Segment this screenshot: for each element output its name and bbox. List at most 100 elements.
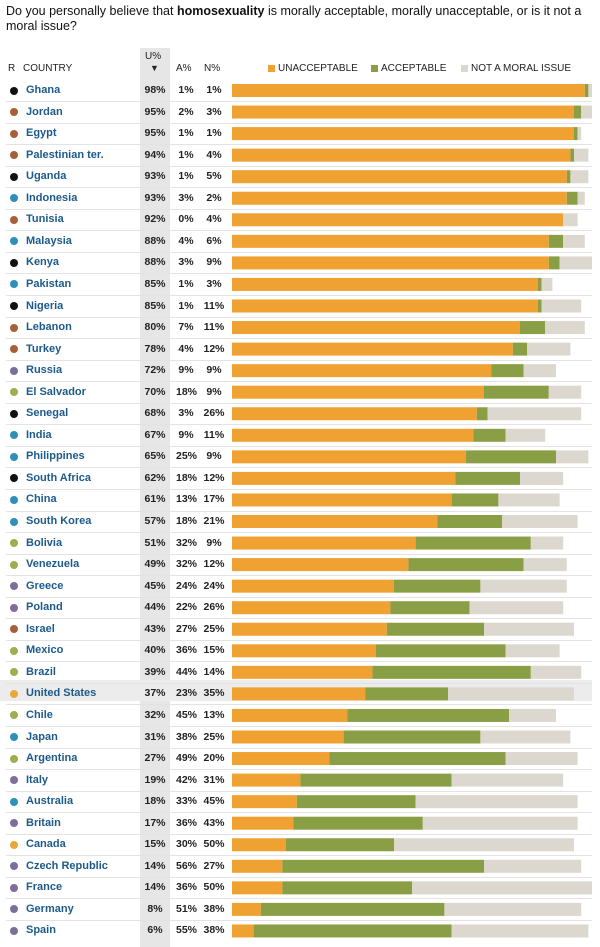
region-dot <box>10 862 18 871</box>
unacceptable-pct: 32% <box>144 708 166 721</box>
bar-not-moral <box>574 148 589 162</box>
legend-label-not-moral: NOT A MORAL ISSUE <box>471 63 572 74</box>
row-divider <box>6 596 592 598</box>
header-country[interactable]: COUNTRY <box>23 63 73 74</box>
sort-descending-icon[interactable]: ▼ <box>150 63 159 73</box>
bar-not-moral <box>530 665 582 679</box>
country-name: Kenya <box>26 256 60 269</box>
unacceptable-pct: 27% <box>144 752 166 765</box>
bar-unacceptable <box>232 859 283 873</box>
country-name: Venezuela <box>26 558 80 571</box>
row-divider <box>6 532 592 534</box>
acceptable-pct: 24% <box>176 579 198 592</box>
unacceptable-pct: 85% <box>144 299 166 312</box>
bar-acceptable <box>548 234 564 248</box>
acceptable-pct: 2% <box>178 105 194 118</box>
bar-unacceptable <box>232 234 549 248</box>
row-divider <box>6 682 592 684</box>
bar-not-moral <box>484 859 582 873</box>
row-divider <box>6 187 592 189</box>
row-divider <box>6 488 592 490</box>
region-dot <box>10 86 18 95</box>
unacceptable-pct: 40% <box>144 644 166 657</box>
not-moral-pct: 26% <box>203 601 225 614</box>
header-not-moral-pct[interactable]: N% <box>204 63 221 74</box>
unacceptable-pct: 8% <box>147 902 163 915</box>
country-name: Lebanon <box>26 321 72 334</box>
bar-unacceptable <box>232 665 373 679</box>
unacceptable-pct: 62% <box>144 471 166 484</box>
country-name: Brazil <box>26 665 56 678</box>
unacceptable-pct: 18% <box>144 795 166 808</box>
region-dot <box>10 323 18 332</box>
bar-not-moral <box>527 342 571 356</box>
region-dot <box>10 108 18 117</box>
country-name: Palestinian ter. <box>26 148 104 161</box>
bar-not-moral <box>548 385 582 399</box>
not-moral-pct: 15% <box>203 644 225 657</box>
header-unacceptable-pct[interactable]: U% <box>145 51 162 62</box>
bar-acceptable <box>548 256 560 270</box>
country-name: Czech Republic <box>26 859 108 872</box>
country-name: Germany <box>26 902 74 915</box>
acceptable-pct: 30% <box>176 838 198 851</box>
bar-not-moral <box>509 708 556 722</box>
country-name: El Salvador <box>26 385 86 398</box>
country-name: Italy <box>26 773 49 786</box>
row-divider <box>6 855 592 857</box>
header-region[interactable]: R <box>8 63 16 74</box>
bar-unacceptable <box>232 579 394 593</box>
region-dot <box>10 582 18 591</box>
country-name: Bolivia <box>26 536 63 549</box>
acceptable-pct: 13% <box>176 493 198 506</box>
bar-acceptable <box>491 364 524 378</box>
country-name: India <box>26 428 52 441</box>
acceptable-pct: 36% <box>176 644 198 657</box>
acceptable-pct: 18% <box>176 385 198 398</box>
bar-not-moral <box>541 299 582 313</box>
acceptable-pct: 3% <box>178 191 194 204</box>
bar-acceptable <box>390 601 470 615</box>
region-dot <box>10 495 18 504</box>
country-name: Greece <box>26 579 64 592</box>
acceptable-pct: 32% <box>176 536 198 549</box>
bar-unacceptable <box>232 515 438 528</box>
bar-unacceptable <box>232 84 585 97</box>
not-moral-pct: 45% <box>203 795 225 808</box>
region-dot <box>10 797 18 806</box>
row-divider <box>6 919 592 921</box>
row-divider <box>6 553 592 555</box>
row-divider <box>6 402 592 404</box>
acceptable-pct: 56% <box>176 859 198 872</box>
header-acceptable-pct[interactable]: A% <box>176 63 192 74</box>
acceptable-pct: 3% <box>178 407 194 420</box>
not-moral-pct: 2% <box>206 191 222 204</box>
not-moral-pct: 12% <box>203 558 225 571</box>
unacceptable-pct: 67% <box>144 428 166 441</box>
not-moral-pct: 13% <box>203 708 225 721</box>
bar-not-moral <box>502 515 578 528</box>
country-name: Jordan <box>26 105 63 118</box>
acceptable-pct: 51% <box>176 902 198 915</box>
bar-acceptable <box>282 859 484 873</box>
unacceptable-pct: 78% <box>144 342 166 355</box>
bar-not-moral <box>577 191 585 205</box>
acceptable-pct: 1% <box>178 84 194 96</box>
not-moral-pct: 43% <box>203 816 225 829</box>
not-moral-pct: 31% <box>203 773 225 786</box>
bar-unacceptable <box>232 299 538 313</box>
acceptable-pct: 32% <box>176 558 198 571</box>
acceptable-pct: 7% <box>178 321 194 334</box>
unacceptable-pct: 19% <box>144 773 166 786</box>
row-divider <box>6 618 592 620</box>
bar-not-moral <box>487 407 582 421</box>
region-dot <box>10 926 18 935</box>
region-dot <box>10 345 18 354</box>
legend-swatch-acceptable <box>371 65 378 72</box>
bar-acceptable <box>329 752 506 766</box>
bar-unacceptable <box>232 170 567 184</box>
region-dot <box>10 366 18 375</box>
row-divider <box>6 316 592 318</box>
not-moral-pct: 14% <box>203 665 225 678</box>
